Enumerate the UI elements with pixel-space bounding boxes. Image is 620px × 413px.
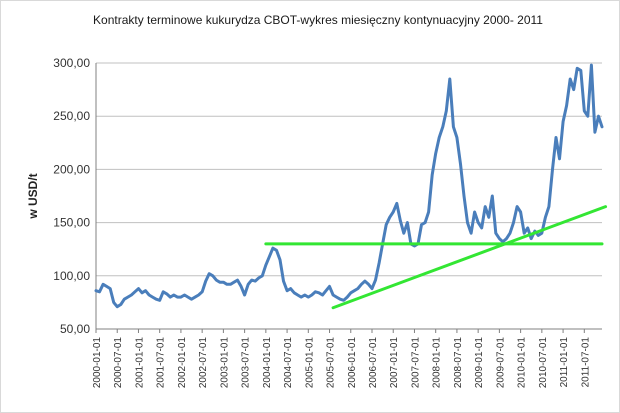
x-tick-label: 2003-07-01 xyxy=(241,337,252,389)
x-tick-label: 2008-07-01 xyxy=(453,337,464,389)
x-tick-label: 2000-01-01 xyxy=(92,337,103,389)
x-tick-label: 2000-07-01 xyxy=(113,337,124,389)
y-tick-label: 200,00 xyxy=(53,162,90,176)
x-tick-label: 2010-07-01 xyxy=(538,337,549,389)
series-line-0 xyxy=(94,63,604,309)
y-tick-label: 100,00 xyxy=(53,269,90,283)
x-tick-label: 2009-01-01 xyxy=(474,337,485,389)
x-tick-label: 2001-07-01 xyxy=(156,337,167,389)
x-tick-label: 2002-07-01 xyxy=(198,337,209,389)
axis-layer xyxy=(95,63,602,333)
x-tick-label: 2006-01-01 xyxy=(347,337,358,389)
x-tick-label: 2001-01-01 xyxy=(134,337,145,389)
trendline-1 xyxy=(331,205,608,310)
x-tick-label: 2005-01-01 xyxy=(304,337,315,389)
series-layer xyxy=(94,63,604,309)
y-tick-label: 50,00 xyxy=(60,322,90,336)
x-tick-label: 2006-07-01 xyxy=(368,337,379,389)
y-tick-label: 250,00 xyxy=(53,109,90,123)
x-tick-label: 2008-01-01 xyxy=(432,337,443,389)
y-tick-layer: 50,00 100,00 150,00 200,00 250,00 300,00 xyxy=(53,56,90,336)
chart-title: Kontrakty terminowe kukurydza CBOT-wykre… xyxy=(93,13,543,27)
x-tick-label: 2011-07-01 xyxy=(580,337,591,388)
x-tick-label: 2011-01-01 xyxy=(559,337,570,388)
x-tick-label: 2009-07-01 xyxy=(495,337,506,389)
x-tick-label: 2004-01-01 xyxy=(262,337,273,389)
x-tick-label: 2007-07-01 xyxy=(410,337,421,389)
y-axis-label: w USD/t xyxy=(26,173,40,219)
x-tick-label: 2010-01-01 xyxy=(517,337,528,389)
y-tick-label: 150,00 xyxy=(53,216,90,230)
x-tick-label: 2007-01-01 xyxy=(389,337,400,389)
trendline-layer xyxy=(264,205,608,310)
x-tick-label: 2004-07-01 xyxy=(283,337,294,389)
x-tick-label: 2005-07-01 xyxy=(326,337,337,389)
x-tick-layer: 2000-01-01 2000-07-01 2001-01-01 2001-07-01… xyxy=(92,337,591,389)
y-tick-label: 300,00 xyxy=(53,56,90,70)
x-tick-label: 2003-01-01 xyxy=(219,337,230,389)
x-tick-label: 2002-01-01 xyxy=(177,337,188,389)
